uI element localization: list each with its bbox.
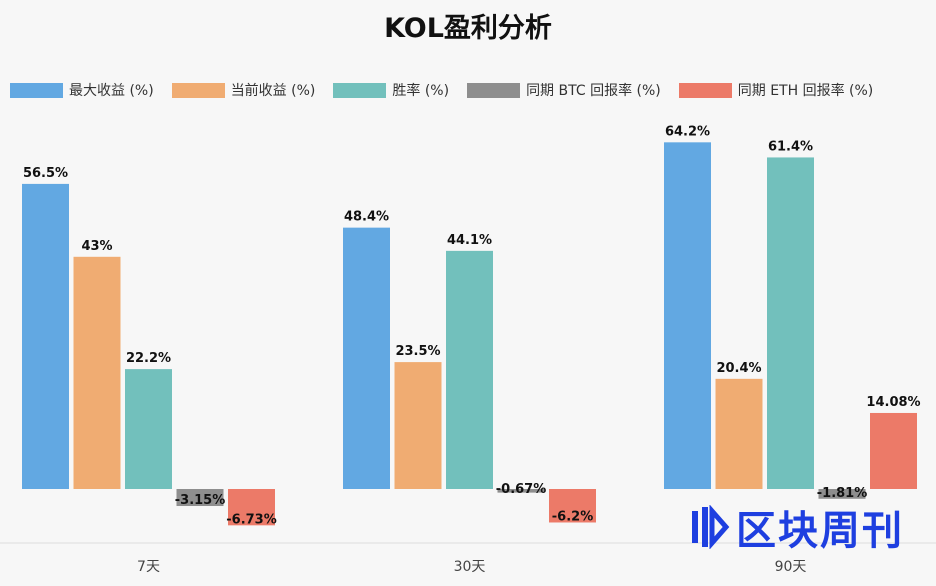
bar[interactable]: [125, 369, 172, 489]
bar[interactable]: [497, 489, 545, 493]
legend-swatch: [10, 82, 63, 98]
bar[interactable]: [870, 412, 917, 489]
legend: 最大收益 (%) 当前收益 (%) 胜率 (%) 同期 BTC 回报率 (%) 同期 E…: [10, 80, 891, 100]
legend-item[interactable]: 同期 BTC 回报率 (%): [467, 80, 661, 100]
bar[interactable]: [549, 489, 596, 523]
bar[interactable]: [664, 142, 711, 489]
data-label: -6.73%: [226, 512, 277, 527]
x-tick-label: 30天: [454, 559, 486, 575]
legend-swatch: [333, 82, 387, 98]
watermark-logo-icon: [692, 505, 730, 549]
bar[interactable]: [343, 227, 390, 489]
data-label: 44.1%: [447, 233, 492, 248]
bar[interactable]: [446, 250, 493, 489]
data-label: -6.2%: [552, 509, 593, 524]
legend-item[interactable]: 最大收益 (%): [10, 80, 154, 100]
bar[interactable]: [73, 256, 121, 489]
x-tick-label: 7天: [137, 559, 160, 575]
data-label: 48.4%: [344, 210, 389, 225]
legend-label: 同期 ETH 回报率 (%): [737, 83, 874, 99]
data-label: 61.4%: [768, 139, 813, 154]
data-label: 23.5%: [395, 344, 440, 359]
bar[interactable]: [228, 489, 275, 526]
data-label: 22.2%: [126, 351, 171, 366]
data-label: 56.5%: [23, 166, 68, 181]
data-label: 43%: [81, 239, 112, 254]
legend-label: 同期 BTC 回报率 (%): [526, 83, 661, 99]
bar[interactable]: [394, 362, 442, 489]
legend-swatch: [467, 82, 521, 98]
chart-title: KOL盈利分析: [384, 13, 552, 44]
legend-label: 胜率 (%): [392, 83, 450, 99]
legend-item[interactable]: 当前收益 (%): [171, 80, 316, 100]
data-label: -1.81%: [817, 486, 868, 501]
legend-item[interactable]: 同期 ETH 回报率 (%): [678, 80, 874, 100]
legend-label: 当前收益 (%): [230, 83, 316, 99]
data-label: 20.4%: [716, 361, 761, 376]
bar[interactable]: [767, 157, 814, 489]
data-label: -3.15%: [175, 493, 226, 508]
bar[interactable]: [176, 489, 224, 507]
data-label: 64.2%: [665, 124, 710, 139]
bar[interactable]: [818, 489, 866, 499]
watermark-text: 区块周刊: [736, 508, 904, 554]
watermark: 区块周刊: [690, 498, 904, 556]
legend-swatch: [171, 82, 225, 98]
legend-label: 最大收益 (%): [69, 83, 154, 99]
bar[interactable]: [715, 378, 763, 489]
legend-swatch: [678, 82, 732, 98]
data-label: 14.08%: [866, 395, 920, 410]
data-label: -0.67%: [496, 482, 547, 497]
legend-item[interactable]: 胜率 (%): [333, 80, 449, 100]
bar[interactable]: [22, 183, 69, 489]
x-tick-label: 90天: [775, 559, 807, 575]
